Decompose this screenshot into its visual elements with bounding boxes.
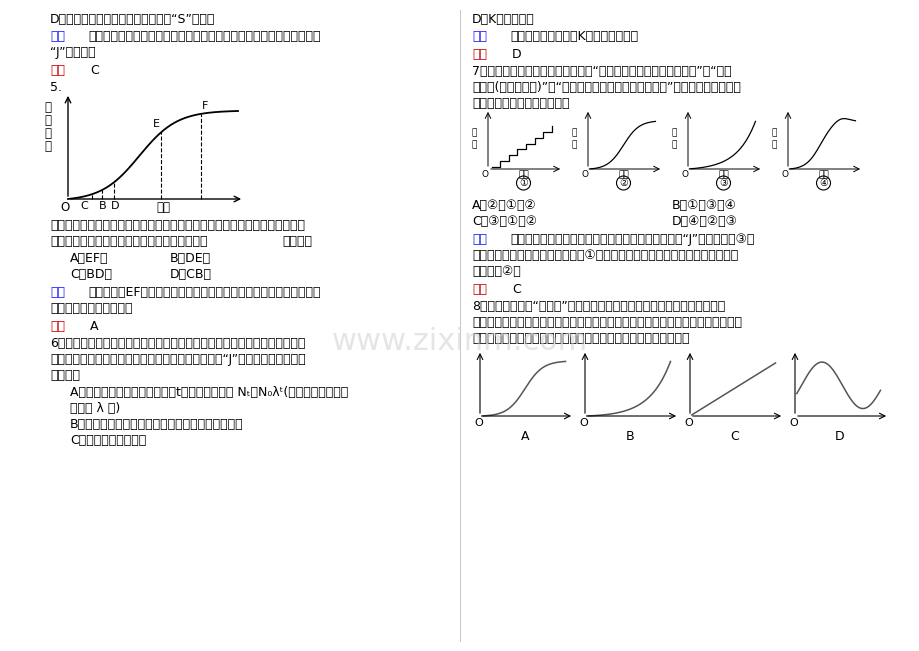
Text: 数: 数 (44, 127, 51, 140)
Text: 5.: 5. (50, 81, 62, 94)
Text: 由于鸡蛋每天产一枚对应的曲线为①；竹子自然生长到肯定高度会生长缓慢其对: 由于鸡蛋每天产一枚对应的曲线为①；竹子自然生长到肯定高度会生长缓慢其对 (471, 249, 737, 262)
Text: 解析: 解析 (50, 286, 65, 299)
Text: C．诞生率大于死亡率: C．诞生率大于死亡率 (70, 434, 146, 447)
Text: O: O (473, 418, 482, 428)
Text: 种群数量变化包括增长、波动、稳定和下降，但只有在抱负条件下才呈: 种群数量变化包括增长、波动、稳定和下降，但只有在抱负条件下才呈 (88, 30, 320, 43)
Text: 答案: 答案 (471, 283, 486, 296)
Text: C．③、①、②: C．③、①、② (471, 215, 537, 228)
Text: A．数学方程式模型可表示为：t年后种群数量为 Nₜ＝N₀λᵗ(其次年的数量为第: A．数学方程式模型可表示为：t年后种群数量为 Nₜ＝N₀λᵗ(其次年的数量为第 (70, 386, 348, 399)
Text: 由曲线可知EF段增长速度明显减缓，表明在此段内食物最可能成为鼠: 由曲线可知EF段增长速度明显减缓，表明在此段内食物最可能成为鼠 (88, 286, 320, 299)
Text: A．②、①、②: A．②、①、② (471, 199, 536, 212)
Text: （　　）: （ ） (50, 369, 80, 382)
Text: 时间: 时间 (817, 170, 828, 179)
Text: 时间: 时间 (718, 170, 728, 179)
Text: 答案: 答案 (471, 48, 486, 61)
Text: 量: 量 (770, 141, 776, 150)
Text: ④: ④ (818, 178, 827, 188)
Text: 鼠: 鼠 (44, 101, 51, 114)
Text: 段表示食物最可能成为鼠群繁殖速度的限制因素: 段表示食物最可能成为鼠群繁殖速度的限制因素 (50, 235, 208, 248)
Text: 数: 数 (671, 128, 676, 137)
Text: A．EF段: A．EF段 (70, 252, 108, 265)
Text: D．K值是固定的: D．K值是固定的 (471, 13, 534, 26)
Text: 数: 数 (471, 128, 476, 137)
Text: B: B (99, 201, 107, 211)
Text: B．条件是食物和空间充裕、气候适宜、没有故害等: B．条件是食物和空间充裕、气候适宜、没有故害等 (70, 418, 244, 431)
Text: O: O (683, 418, 692, 428)
Text: B．①、③、④: B．①、③、④ (671, 199, 736, 212)
Text: 时间: 时间 (618, 170, 629, 179)
Text: 8．据媒体报道，“食人鱼”是一种有极强生存力量的肉食鱼类，一旦进入自: 8．据媒体报道，“食人鱼”是一种有极强生存力量的肉食鱼类，一旦进入自 (471, 300, 724, 313)
Text: C: C (80, 201, 87, 211)
Text: O: O (781, 170, 789, 179)
Text: B: B (625, 430, 633, 443)
Text: 7．图中表示在良好的生长环境下，“小球藻分裂繁殖中的细胞数量”、“鸡产: 7．图中表示在良好的生长环境下，“小球藻分裂繁殖中的细胞数量”、“鸡产 (471, 65, 731, 78)
Text: O: O (789, 418, 797, 428)
Text: C．BD段: C．BD段 (70, 268, 112, 281)
Text: B．DE段: B．DE段 (170, 252, 210, 265)
Text: 量: 量 (44, 140, 51, 153)
Text: D．在自然界中，种群的增长一般呈“S”型曲线: D．在自然界中，种群的增长一般呈“S”型曲线 (50, 13, 215, 26)
Text: O: O (60, 201, 69, 214)
Text: C: C (730, 430, 739, 443)
Text: O: O (681, 170, 688, 179)
Text: C: C (512, 283, 520, 296)
Text: 答案: 答案 (50, 320, 65, 333)
Text: 一年的 λ 倍): 一年的 λ 倍) (70, 402, 120, 415)
Text: 答案: 答案 (50, 64, 65, 77)
Text: （　　）: （ ） (282, 235, 312, 248)
Text: ①: ① (518, 178, 528, 188)
Text: 的对应关系正确的是（　　）: 的对应关系正确的是（ ） (471, 97, 569, 110)
Text: 应曲线为②。: 应曲线为②。 (471, 265, 520, 278)
Text: 解析: 解析 (471, 30, 486, 43)
Text: A: A (520, 430, 528, 443)
Text: 数: 数 (770, 128, 776, 137)
Text: “J”型增长。: “J”型增长。 (50, 46, 96, 59)
Text: 时间: 时间 (517, 170, 528, 179)
Text: D: D (110, 201, 119, 211)
Text: www.zixinm.com: www.zixinm.com (332, 327, 587, 355)
Text: A: A (90, 320, 98, 333)
Text: D．④、②、③: D．④、②、③ (671, 215, 737, 228)
Text: 数: 数 (571, 128, 576, 137)
Text: 群繁殖速度的限制因素。: 群繁殖速度的限制因素。 (50, 302, 132, 315)
Text: 时间: 时间 (156, 201, 170, 214)
Text: 量: 量 (671, 141, 676, 150)
Text: 的数学模型有曲线图和数学方程式，下列关于种群的“J”型增长叙述错误的是: 的数学模型有曲线图和数学方程式，下列关于种群的“J”型增长叙述错误的是 (50, 353, 305, 366)
Text: F: F (201, 101, 208, 111)
Text: 如图所示为一个鼠群迁入一个新的生态系统后的增长曲线，试分析在曲线中哪: 如图所示为一个鼠群迁入一个新的生态系统后的增长曲线，试分析在曲线中哪 (50, 219, 305, 232)
Text: 在良好的生长环境下，小球藻分裂繁殖的细胞数量是“J”型增长曲线③；: 在良好的生长环境下，小球藻分裂繁殖的细胞数量是“J”型增长曲线③； (509, 233, 754, 246)
Text: O: O (578, 418, 587, 428)
Text: E: E (153, 119, 159, 129)
Text: D: D (512, 48, 521, 61)
Text: 量: 量 (571, 141, 576, 150)
Text: 哪种曲线能精确　　表达其种群短时间内数量变化的特点（　　）: 哪种曲线能精确 表达其种群短时间内数量变化的特点（ ） (471, 332, 688, 345)
Text: 然生态水域，就会造成严峻的生态灾难。假如该物种进入某湖泊生态系统，图中的: 然生态水域，就会造成严峻的生态灾难。假如该物种进入某湖泊生态系统，图中的 (471, 316, 742, 329)
Text: O: O (482, 170, 489, 179)
Text: 6．数学模型是用来描述一个生态系统或它的性质的数学形式，关于种群增长: 6．数学模型是用来描述一个生态系统或它的性质的数学形式，关于种群增长 (50, 337, 305, 350)
Text: D．CB段: D．CB段 (170, 268, 211, 281)
Text: C: C (90, 64, 98, 77)
Text: 解析: 解析 (50, 30, 65, 43)
Text: 解析: 解析 (471, 233, 486, 246)
Text: D: D (834, 430, 844, 443)
Text: 的: 的 (44, 114, 51, 127)
Text: 当环境发生转变时，K值会发生变化。: 当环境发生转变时，K值会发生变化。 (509, 30, 638, 43)
Text: 蛋数量(每天产一枚)”和“竹子单位时间内自然生长的高度”，这三种现象与时间: 蛋数量(每天产一枚)”和“竹子单位时间内自然生长的高度”，这三种现象与时间 (471, 81, 740, 94)
Text: O: O (582, 170, 588, 179)
Text: ③: ③ (719, 178, 727, 188)
Text: 量: 量 (471, 141, 476, 150)
Text: ②: ② (618, 178, 627, 188)
